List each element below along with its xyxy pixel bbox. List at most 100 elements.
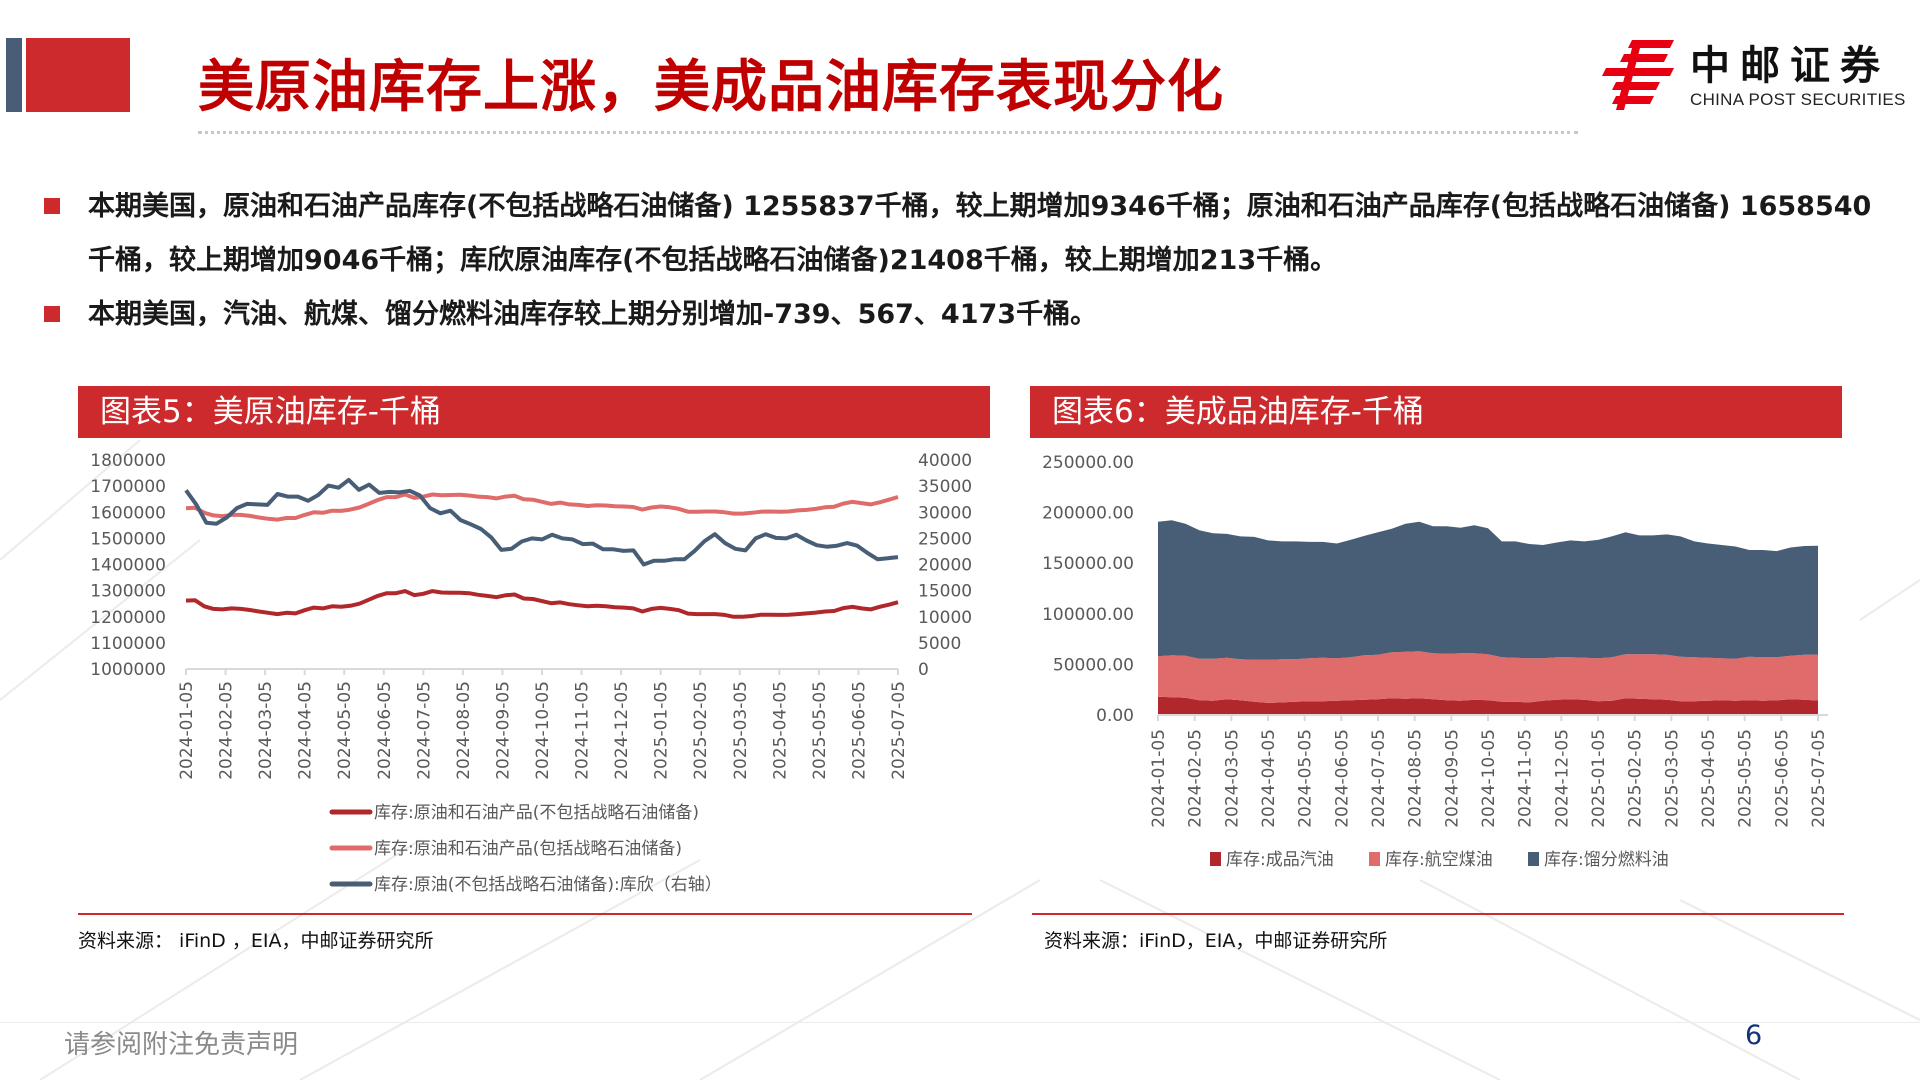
x-tick: 2024-07-05 [414, 681, 434, 780]
x-tick: 2025-01-05 [1589, 729, 1609, 828]
chart5-source-divider [78, 913, 972, 915]
chart6-stacked-area-chart: 0.00 50000.00 100000.00 150000.00 200000.00 2… [1042, 453, 1829, 870]
x-tick: 2024-12-05 [612, 681, 632, 780]
y-tick: 100000.00 [1042, 605, 1134, 625]
y-right-tick: 25000 [918, 529, 972, 549]
x-tick: 2025-01-05 [652, 681, 672, 780]
x-tick: 2025-03-05 [731, 681, 751, 780]
y-tick: 50000.00 [1053, 655, 1134, 675]
y-right-tick: 35000 [918, 477, 972, 497]
series-line [185, 492, 899, 522]
x-tick: 2024-04-05 [1259, 729, 1279, 828]
y-tick: 150000.00 [1042, 554, 1134, 574]
series-area [1158, 651, 1818, 703]
x-tick: 2024-11-05 [1516, 729, 1536, 828]
logo-english-name: CHINA POST SECURITIES [1690, 90, 1906, 109]
series-line [185, 589, 899, 619]
legend-item: 库存:航空煤油 [1385, 850, 1493, 870]
x-tick: 2025-04-05 [770, 681, 790, 780]
y-left-tick: 1800000 [90, 451, 166, 471]
y-tick: 0.00 [1096, 706, 1134, 726]
legend-item: 库存:原油和石油产品(包括战略石油储备) [374, 839, 682, 859]
bullet-square-icon [44, 198, 60, 214]
x-tick: 2024-07-05 [1369, 729, 1389, 828]
x-tick: 2024-03-05 [256, 681, 276, 780]
x-tick: 2025-05-05 [1736, 729, 1756, 828]
x-tick: 2024-04-05 [296, 681, 316, 780]
china-post-logo-icon [1602, 40, 1674, 110]
series-line [184, 477, 899, 567]
series-area [1158, 696, 1818, 715]
x-tick: 2025-04-05 [1699, 729, 1719, 828]
legend-item: 库存:原油和石油产品(不包括战略石油储备) [374, 803, 699, 823]
x-tick: 2024-01-05 [177, 681, 197, 780]
y-right-tick: 5000 [918, 634, 961, 654]
x-tick: 2024-02-05 [1186, 729, 1206, 828]
title-separator [198, 131, 1578, 134]
y-left-tick: 1600000 [90, 503, 166, 523]
chart5-line-chart: 1000000 1100000 1200000 1300000 1400000 15000… [90, 451, 972, 895]
y-left-tick: 1300000 [90, 582, 166, 602]
x-tick: 2025-03-05 [1662, 729, 1682, 828]
bullet-text: 本期美国，汽油、航煤、馏分燃料油库存较上期分别增加-739、567、4173千桶… [88, 299, 1098, 330]
x-tick: 2024-06-05 [375, 681, 395, 780]
x-tick: 2024-06-05 [1332, 729, 1352, 828]
chart6-source-divider [1032, 913, 1844, 915]
x-tick: 2024-05-05 [335, 681, 355, 780]
bullet-text: 本期美国，原油和石油产品库存(不包括战略石油储备) 1255837千桶，较上期增… [88, 191, 1872, 276]
series-area [1158, 520, 1818, 660]
y-right-tick: 15000 [918, 582, 972, 602]
y-tick: 200000.00 [1042, 504, 1134, 524]
bullet-square-icon [44, 306, 60, 322]
y-left-tick: 1400000 [90, 556, 166, 576]
x-tick: 2024-08-05 [454, 681, 474, 780]
x-tick: 2024-01-05 [1149, 729, 1169, 828]
x-tick: 2025-07-05 [889, 681, 909, 780]
y-left-tick: 1700000 [90, 477, 166, 497]
legend-item: 库存:原油(不包括战略石油储备):库欣（右轴） [374, 875, 722, 895]
y-left-tick: 1500000 [90, 529, 166, 549]
y-right-tick: 0 [918, 660, 929, 680]
bullet-crude-inventory: 本期美国，原油和石油产品库存(不包括战略石油储备) 1255837千桶，较上期增… [44, 180, 1884, 288]
x-tick: 2024-11-05 [573, 681, 593, 780]
logo-chinese-name: 中邮证券 [1690, 43, 1890, 89]
legend-item: 库存:成品汽油 [1226, 850, 1334, 870]
chart5-source: 资料来源： iFinD ，EIA，中邮证券研究所 [78, 930, 434, 952]
y-right-tick: 30000 [918, 503, 972, 523]
legend-item: 库存:馏分燃料油 [1544, 850, 1669, 870]
header-accent-red [26, 38, 130, 112]
page-title: 美原油库存上涨，美成品油库存表现分化 [198, 55, 1224, 120]
x-tick: 2025-02-05 [1626, 729, 1646, 828]
chart6-header: 图表6：美成品油库存-千桶 [1030, 386, 1842, 438]
y-left-tick: 1000000 [90, 660, 166, 680]
x-tick: 2024-09-05 [493, 681, 513, 780]
x-tick: 2024-08-05 [1406, 729, 1426, 828]
chart6-source: 资料来源：iFinD，EIA，中邮证券研究所 [1044, 930, 1388, 952]
y-tick: 250000.00 [1042, 453, 1134, 473]
x-tick: 2025-05-05 [810, 681, 830, 780]
x-tick: 2025-06-05 [1772, 729, 1792, 828]
x-tick: 2024-02-05 [217, 681, 237, 780]
x-tick: 2024-03-05 [1222, 729, 1242, 828]
company-logo: 中邮证券 CHINA POST SECURITIES [1602, 40, 1912, 114]
x-tick: 2024-10-05 [1479, 729, 1499, 828]
y-left-tick: 1100000 [90, 634, 166, 654]
x-tick: 2024-12-05 [1552, 729, 1572, 828]
y-right-tick: 10000 [918, 608, 972, 628]
x-tick: 2024-10-05 [533, 681, 553, 780]
page-number: 6 [1745, 1020, 1763, 1051]
disclaimer-link[interactable]: 请参阅附注免责声明 [64, 1030, 299, 1060]
summary-bullets: 本期美国，原油和石油产品库存(不包括战略石油储备) 1255837千桶，较上期增… [44, 180, 1884, 342]
x-tick: 2024-09-05 [1442, 729, 1462, 828]
y-right-tick: 40000 [918, 451, 972, 471]
x-tick: 2025-02-05 [691, 681, 711, 780]
bullet-product-inventory: 本期美国，汽油、航煤、馏分燃料油库存较上期分别增加-739、567、4173千桶… [44, 288, 1884, 342]
x-tick: 2025-07-05 [1809, 729, 1829, 828]
y-right-tick: 20000 [918, 556, 972, 576]
x-tick: 2025-06-05 [849, 681, 869, 780]
y-left-tick: 1200000 [90, 608, 166, 628]
header-accent-blue [6, 38, 22, 112]
x-tick: 2024-05-05 [1296, 729, 1316, 828]
footer-divider [0, 1022, 1920, 1023]
chart5-header: 图表5：美原油库存-千桶 [78, 386, 990, 438]
